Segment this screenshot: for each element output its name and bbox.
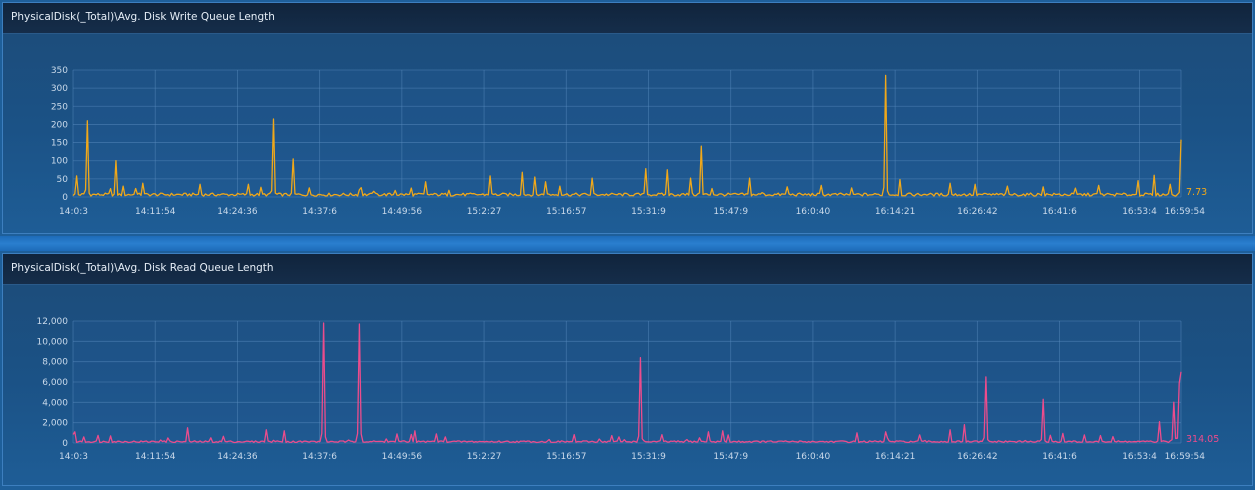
x-tick-label: 14:49:56	[382, 207, 423, 217]
x-tick-label: 16:14:21	[875, 452, 915, 462]
x-tick-label: 14:24:36	[217, 452, 258, 462]
y-tick-label: 0	[62, 193, 68, 203]
y-tick-label: 8,000	[42, 358, 68, 368]
x-tick-label: 16:14:21	[875, 207, 915, 217]
x-tick-label: 16:53:4	[1122, 452, 1157, 462]
y-tick-label: 2,000	[42, 419, 68, 429]
x-tick-label: 14:11:54	[135, 207, 176, 217]
x-tick-label: 15:16:57	[546, 207, 586, 217]
write-queue-title: PhysicalDisk(_Total)\Avg. Disk Write Que…	[11, 11, 275, 23]
x-tick-label: 15:47:9	[713, 452, 748, 462]
y-tick-label: 10,000	[37, 337, 69, 347]
y-tick-label: 12,000	[37, 317, 69, 327]
x-tick-label: 15:2:27	[467, 207, 502, 217]
y-tick-label: 200	[51, 120, 68, 130]
x-tick-label: 16:26:42	[957, 207, 997, 217]
x-tick-label: 16:59:54	[1165, 207, 1206, 217]
series-line	[72, 322, 1182, 444]
write-queue-header: PhysicalDisk(_Total)\Avg. Disk Write Que…	[3, 3, 1252, 34]
x-tick-label: 14:0:3	[59, 207, 88, 217]
x-tick-label: 14:0:3	[59, 452, 88, 462]
x-tick-label: 14:49:56	[382, 452, 423, 462]
write-queue-panel: PhysicalDisk(_Total)\Avg. Disk Write Que…	[2, 2, 1253, 234]
x-tick-label: 16:26:42	[957, 452, 997, 462]
plot-area	[73, 70, 1181, 197]
x-tick-label: 14:24:36	[217, 207, 258, 217]
y-tick-label: 50	[57, 175, 69, 185]
read-queue-title: PhysicalDisk(_Total)\Avg. Disk Read Queu…	[11, 262, 274, 274]
y-tick-label: 300	[51, 84, 68, 94]
series-line	[72, 74, 1182, 197]
x-tick-label: 16:53:4	[1122, 207, 1157, 217]
x-tick-label: 15:16:57	[546, 452, 586, 462]
x-tick-label: 16:41:6	[1042, 207, 1077, 217]
read-queue-header: PhysicalDisk(_Total)\Avg. Disk Read Queu…	[3, 254, 1252, 285]
x-tick-label: 16:59:54	[1165, 452, 1206, 462]
y-tick-label: 0	[62, 439, 68, 449]
write-queue-chart: 0 50 100 150 200 250 300 350 14:0:3 14:11:54 14:24…	[51, 66, 1207, 217]
x-tick-label: 15:31:9	[631, 452, 666, 462]
read-queue-chart: 0 2,000 4,000 6,000 8,000 10,000 12,000 14:0:3 1…	[37, 317, 1220, 462]
y-tick-label: 350	[51, 66, 68, 76]
read-queue-panel: PhysicalDisk(_Total)\Avg. Disk Read Queu…	[2, 253, 1253, 486]
x-tick-label: 15:47:9	[713, 207, 748, 217]
x-tick-label: 14:37:6	[302, 207, 337, 217]
last-value-label: 7.73	[1186, 187, 1207, 198]
x-tick-label: 14:37:6	[302, 452, 337, 462]
x-tick-label: 16:41:6	[1042, 452, 1077, 462]
x-tick-label: 16:0:40	[796, 207, 831, 217]
y-tick-label: 4,000	[42, 398, 68, 408]
x-tick-label: 15:2:27	[467, 452, 502, 462]
x-tick-label: 14:11:54	[135, 452, 176, 462]
y-tick-label: 150	[51, 139, 68, 149]
last-value-label: 314.05	[1186, 434, 1219, 445]
y-tick-label: 6,000	[42, 378, 68, 388]
x-tick-label: 15:31:9	[631, 207, 666, 217]
y-tick-label: 250	[51, 102, 68, 112]
y-tick-label: 100	[51, 157, 68, 167]
x-tick-label: 16:0:40	[796, 452, 831, 462]
panel-separator	[0, 236, 1255, 251]
